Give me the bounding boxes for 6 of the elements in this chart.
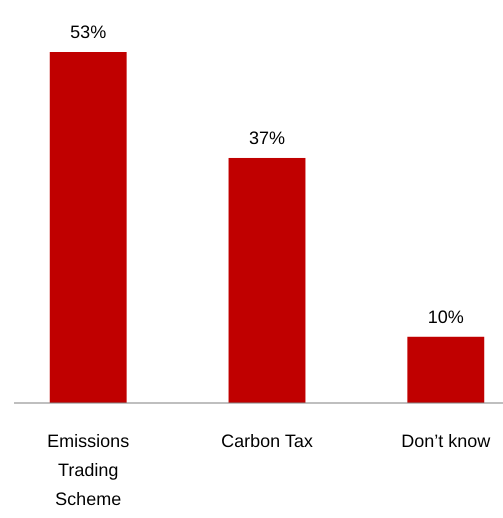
data-label: 37% [248,128,286,148]
x-tick-label: Emissions Trading Scheme [47,431,130,509]
x-tick-label: Carbon Tax [221,431,313,451]
data-label: 53% [70,22,106,42]
data-label: 10% [428,306,464,327]
x-tick-label: Don’t know [401,431,492,451]
